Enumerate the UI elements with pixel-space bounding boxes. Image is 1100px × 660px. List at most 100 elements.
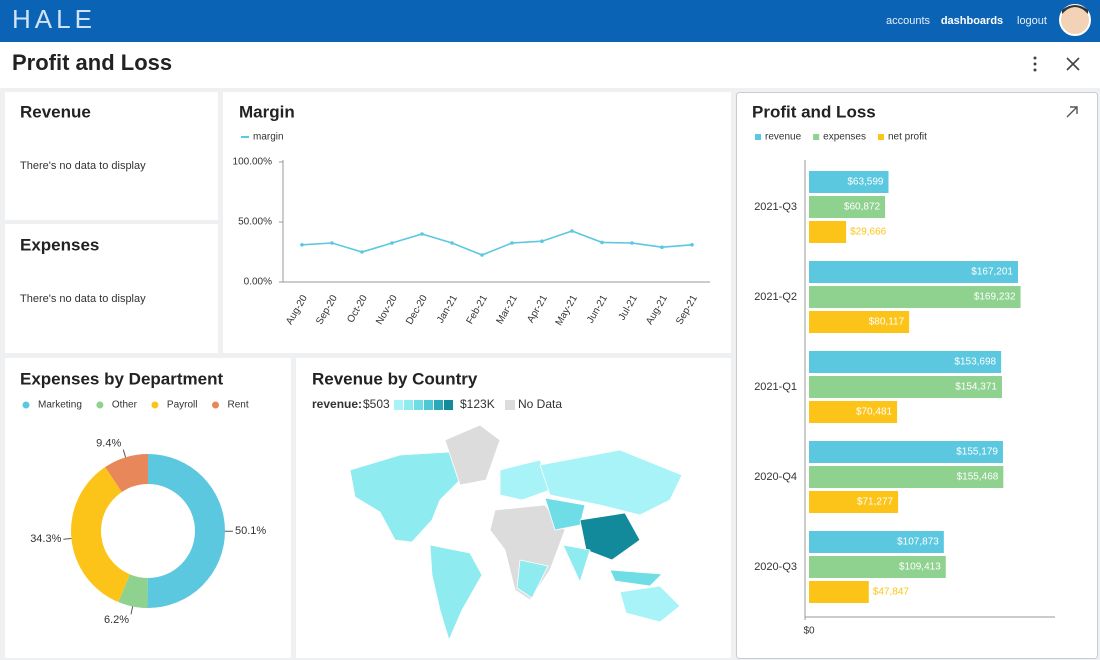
panel bbox=[5, 224, 218, 353]
point bbox=[450, 241, 454, 245]
data-label: 34.3% bbox=[30, 533, 61, 545]
data-label: $109,413 bbox=[899, 562, 941, 573]
legend-entry: Other bbox=[112, 400, 138, 411]
slice bbox=[105, 454, 148, 492]
bar bbox=[809, 466, 1004, 488]
legend-min: $503 bbox=[363, 397, 390, 411]
panel-title: Revenue by Country bbox=[312, 369, 478, 388]
nav-link[interactable]: dashboards bbox=[941, 15, 1003, 27]
leader-line bbox=[122, 449, 127, 458]
bar bbox=[809, 221, 847, 243]
legend-swatch bbox=[444, 400, 453, 410]
bar bbox=[809, 376, 1002, 398]
line bbox=[301, 230, 693, 256]
bar bbox=[809, 311, 910, 333]
legend-dot bbox=[212, 401, 219, 409]
panel bbox=[5, 358, 291, 658]
legend-entry: Marketing bbox=[38, 400, 82, 411]
legend-entry: revenue bbox=[765, 132, 802, 143]
country bbox=[544, 497, 586, 531]
data-label: $169,232 bbox=[974, 292, 1016, 303]
nav-link[interactable]: accounts bbox=[886, 15, 931, 27]
country bbox=[619, 585, 681, 623]
point bbox=[360, 250, 364, 254]
y-tick-label: 100.00% bbox=[233, 157, 273, 168]
point bbox=[300, 243, 304, 247]
panel-title: Revenue bbox=[20, 102, 91, 121]
country bbox=[579, 512, 641, 561]
bar bbox=[809, 581, 869, 603]
logo: HALE bbox=[12, 4, 96, 34]
data-label: $29,666 bbox=[850, 227, 887, 238]
bar bbox=[809, 261, 1019, 283]
data-label: $71,277 bbox=[857, 497, 894, 508]
empty-message: There's no data to display bbox=[20, 293, 146, 305]
nav-link[interactable]: logout bbox=[1017, 15, 1047, 27]
data-label: $107,873 bbox=[897, 537, 939, 548]
data-label: $153,698 bbox=[954, 357, 996, 368]
data-label: $70,481 bbox=[856, 407, 893, 418]
legend-swatch bbox=[505, 400, 515, 410]
point bbox=[510, 241, 514, 245]
legend-max: $123K bbox=[460, 397, 495, 411]
legend-entry: margin bbox=[253, 132, 284, 143]
leader-line bbox=[130, 606, 134, 615]
y-tick-label: 2020-Q4 bbox=[754, 471, 797, 483]
data-label: $80,117 bbox=[869, 317, 905, 328]
legend-swatch bbox=[813, 134, 820, 140]
bar bbox=[809, 556, 946, 578]
legend-swatch bbox=[434, 400, 443, 410]
empty-message: There's no data to display bbox=[20, 160, 146, 172]
panel bbox=[223, 92, 731, 353]
country bbox=[499, 459, 551, 501]
legend-swatch bbox=[755, 134, 761, 140]
country bbox=[444, 424, 501, 486]
legend-swatch bbox=[877, 134, 884, 140]
y-tick-label: 50.00% bbox=[238, 217, 272, 228]
panel-title: Expenses bbox=[20, 235, 99, 254]
country bbox=[516, 559, 549, 599]
point bbox=[390, 241, 394, 245]
world-map bbox=[349, 424, 683, 642]
point bbox=[540, 239, 544, 243]
y-tick-label: 2020-Q3 bbox=[754, 561, 797, 573]
data-label: $154,371 bbox=[955, 382, 997, 393]
country bbox=[429, 544, 483, 642]
bar bbox=[809, 351, 1002, 373]
slice bbox=[71, 467, 130, 603]
point bbox=[330, 241, 334, 245]
data-label: $155,179 bbox=[956, 447, 998, 458]
panel bbox=[5, 92, 218, 220]
bar bbox=[809, 491, 899, 513]
expand-icon[interactable] bbox=[1066, 106, 1078, 118]
legend-swatch bbox=[404, 400, 413, 410]
legend-entry: net profit bbox=[888, 132, 927, 143]
leader-line bbox=[63, 537, 72, 540]
bar bbox=[809, 441, 1003, 463]
legend-swatch bbox=[394, 400, 403, 410]
data-label: $47,847 bbox=[873, 587, 910, 598]
country bbox=[349, 451, 471, 543]
legend-dot bbox=[151, 401, 159, 409]
legend-dot bbox=[96, 401, 104, 409]
point bbox=[600, 240, 604, 245]
bar bbox=[809, 171, 889, 193]
slice bbox=[118, 574, 148, 608]
point bbox=[690, 243, 694, 247]
panel-title: Margin bbox=[239, 102, 295, 121]
avatar-hair bbox=[1062, 5, 1088, 14]
legend-entry: expenses bbox=[823, 132, 866, 143]
data-label: 6.2% bbox=[104, 614, 129, 626]
menu-icon[interactable] bbox=[1033, 56, 1037, 72]
y-tick-label: 2021-Q3 bbox=[754, 201, 797, 213]
legend-entry: Rent bbox=[228, 400, 249, 411]
legend-label: revenue: bbox=[312, 397, 362, 411]
panel-title: Profit and Loss bbox=[752, 102, 876, 121]
title-bar bbox=[0, 42, 1100, 88]
page-title: Profit and Loss bbox=[12, 50, 172, 75]
close-icon[interactable] bbox=[1066, 57, 1080, 71]
bar bbox=[809, 531, 944, 553]
data-label: 9.4% bbox=[96, 438, 121, 450]
